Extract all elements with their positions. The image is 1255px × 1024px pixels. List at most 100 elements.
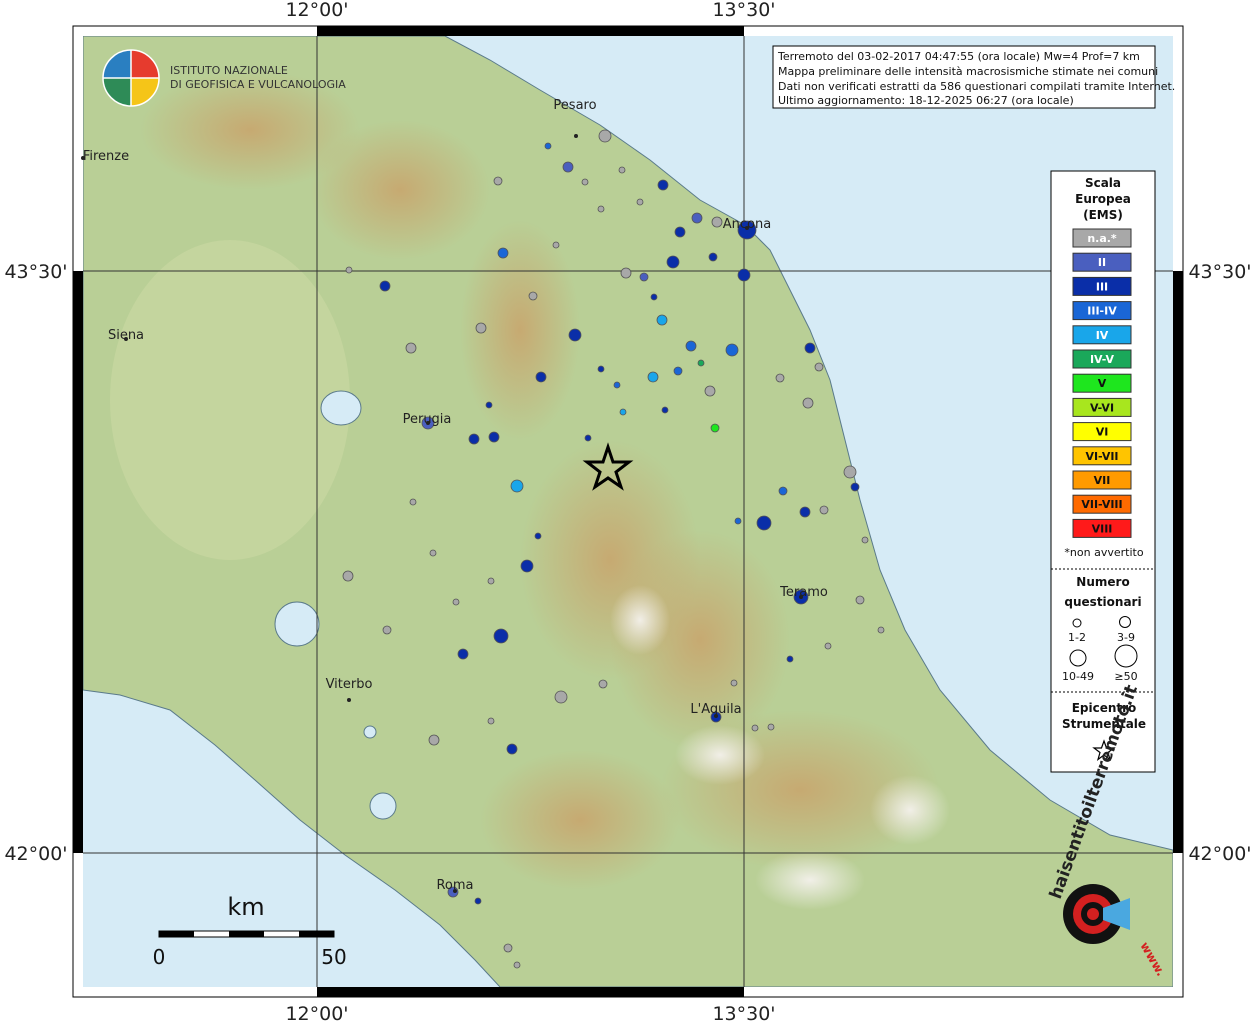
legend-swatch — [1072, 276, 1132, 296]
intensity-point — [474, 897, 482, 905]
intensity-point — [520, 559, 534, 573]
intensity-point — [708, 252, 718, 262]
intensity-point — [457, 648, 469, 660]
legend-title: Scala — [1085, 176, 1121, 190]
city-label: Roma — [436, 878, 473, 893]
legend-epicenter-title: Epicentro — [1072, 701, 1137, 715]
legend-size: 10-49 — [1062, 670, 1094, 683]
city-label: Firenze — [83, 149, 129, 164]
axis-label: 12°00' — [285, 0, 348, 21]
legend-size-title: Numero — [1076, 575, 1129, 589]
city-marker — [426, 421, 430, 425]
city-label: Viterbo — [326, 677, 373, 692]
city-marker — [453, 889, 457, 893]
intensity-point — [581, 178, 589, 186]
intensity-point — [503, 943, 513, 953]
intensity-point — [814, 362, 824, 372]
legend-swatch — [1072, 518, 1132, 538]
intensity-point — [819, 505, 829, 515]
city-marker — [347, 698, 351, 702]
legend-epicenter-title: Strumentale — [1062, 717, 1146, 731]
intensity-point — [855, 595, 865, 605]
axis-label: 42°00' — [4, 843, 67, 865]
scale-label: 0 — [153, 945, 166, 969]
legend-size: 3-9 — [1117, 631, 1135, 644]
intensity-point — [786, 655, 794, 663]
city-marker — [745, 226, 749, 230]
intensity-point — [636, 198, 644, 206]
intensity-point — [861, 536, 869, 544]
legend-class: III — [1096, 280, 1108, 293]
city-label: Perugia — [403, 412, 452, 427]
intensity-point — [452, 598, 460, 606]
intensity-point — [697, 359, 705, 367]
legend-class: VI-VII — [1085, 450, 1118, 463]
intensity-point — [513, 961, 521, 969]
legend-title: Europea — [1075, 192, 1131, 206]
axis-label: 13°30' — [712, 0, 775, 21]
city-marker — [124, 337, 128, 341]
intensity-point — [493, 176, 503, 186]
legend-class: III-IV — [1087, 305, 1117, 318]
intensity-point — [756, 515, 772, 531]
legend-title: (EMS) — [1083, 208, 1123, 222]
intensity-point — [598, 129, 612, 143]
legend-class: VIII — [1092, 522, 1113, 535]
intensity-point — [468, 433, 480, 445]
intensity-point — [552, 241, 560, 249]
legend-swatch — [1072, 446, 1132, 466]
intensity-point — [685, 340, 697, 352]
intensity-point — [691, 212, 703, 224]
intensity-point — [510, 479, 524, 493]
legend: Scala Europea (EMS) *non avvertito Numer… — [1050, 170, 1156, 773]
frame-bars — [73, 26, 1183, 997]
intensity-point — [528, 291, 538, 301]
lakes — [274, 390, 397, 820]
intensity-point — [799, 506, 811, 518]
intensity-point — [487, 577, 495, 585]
intensity-point — [673, 366, 683, 376]
intensity-point — [485, 401, 493, 409]
header-box: Terremoto del 03-02-2017 04:47:55 (ora l… — [772, 45, 1175, 109]
legend-class: VII — [1094, 474, 1111, 487]
axis-label: 43°30' — [4, 261, 67, 283]
intensity-point — [618, 166, 626, 174]
intensity-point — [650, 293, 658, 301]
legend-swatch — [1072, 373, 1132, 393]
intensity-point — [657, 179, 669, 191]
legend-swatch — [1072, 252, 1132, 272]
intensity-point — [382, 625, 392, 635]
header-line: Mappa preliminare delle intensità macros… — [778, 65, 1158, 78]
city-label: Teramo — [779, 585, 828, 600]
intensity-point — [475, 322, 487, 334]
intensity-point — [647, 371, 659, 383]
intensity-point — [493, 628, 509, 644]
intensity-point — [877, 626, 885, 634]
intensity-point — [737, 268, 751, 282]
legend-class: IV — [1096, 329, 1109, 342]
legend-swatch — [1072, 349, 1132, 369]
intensity-point — [775, 373, 785, 383]
intensity-point — [704, 385, 716, 397]
legend-swatch — [1072, 397, 1132, 417]
legend-size: 1-2 — [1068, 631, 1086, 644]
city-marker — [714, 714, 718, 718]
legend-class: n.a.* — [1087, 232, 1117, 245]
city-marker — [81, 156, 85, 160]
relief — [110, 70, 950, 910]
intensity-point — [544, 142, 552, 150]
legend-class: II — [1098, 256, 1106, 269]
axis-label: 13°30' — [712, 1003, 775, 1024]
city-marker — [799, 595, 803, 599]
intensity-point — [661, 406, 669, 414]
legend-swatch — [1072, 301, 1132, 321]
intensity-point — [656, 314, 668, 326]
legend-class: V — [1098, 377, 1107, 390]
legend-class: V-VI — [1090, 401, 1114, 414]
intensity-point — [843, 465, 857, 479]
legend-class: IV-V — [1090, 353, 1115, 366]
intensity-point — [674, 226, 686, 238]
legend-swatch — [1072, 228, 1132, 248]
logo-text: DI GEOFISICA E VULCANOLOGIA — [170, 78, 346, 91]
intensity-point — [730, 679, 738, 687]
